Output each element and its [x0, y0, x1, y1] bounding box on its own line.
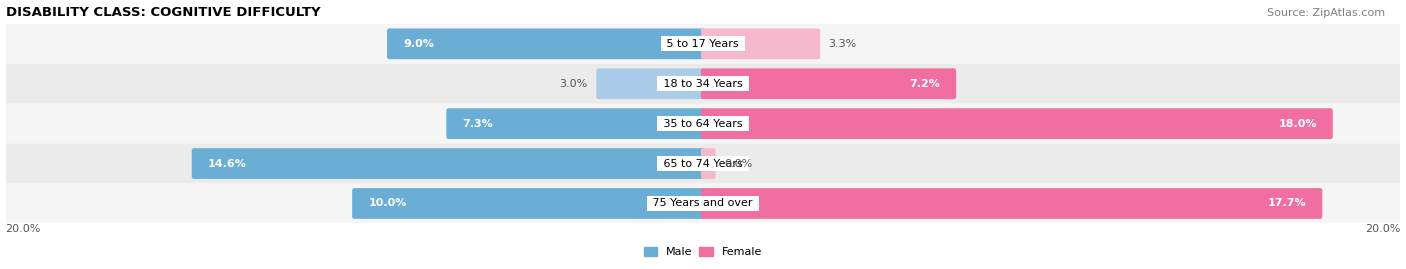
Text: 3.0%: 3.0% — [560, 79, 588, 89]
Text: 10.0%: 10.0% — [368, 199, 406, 208]
FancyBboxPatch shape — [446, 108, 704, 139]
FancyBboxPatch shape — [352, 188, 704, 219]
Text: 18 to 34 Years: 18 to 34 Years — [659, 79, 747, 89]
FancyBboxPatch shape — [6, 144, 1400, 183]
Text: DISABILITY CLASS: COGNITIVE DIFFICULTY: DISABILITY CLASS: COGNITIVE DIFFICULTY — [6, 6, 321, 19]
Legend: Male, Female: Male, Female — [640, 242, 766, 262]
Text: Source: ZipAtlas.com: Source: ZipAtlas.com — [1267, 8, 1385, 18]
Text: 14.6%: 14.6% — [208, 158, 246, 169]
FancyBboxPatch shape — [702, 108, 1333, 139]
Text: 35 to 64 Years: 35 to 64 Years — [659, 119, 747, 129]
FancyBboxPatch shape — [387, 29, 704, 59]
Text: 9.0%: 9.0% — [404, 39, 434, 49]
Text: 0.0%: 0.0% — [724, 158, 752, 169]
Text: 17.7%: 17.7% — [1268, 199, 1306, 208]
Text: 7.3%: 7.3% — [463, 119, 494, 129]
FancyBboxPatch shape — [702, 188, 1322, 219]
FancyBboxPatch shape — [191, 148, 704, 179]
FancyBboxPatch shape — [6, 104, 1400, 144]
Text: 75 Years and over: 75 Years and over — [650, 199, 756, 208]
Text: 3.3%: 3.3% — [828, 39, 856, 49]
Text: 5 to 17 Years: 5 to 17 Years — [664, 39, 742, 49]
Text: 20.0%: 20.0% — [6, 224, 41, 234]
Text: 65 to 74 Years: 65 to 74 Years — [659, 158, 747, 169]
FancyBboxPatch shape — [702, 29, 820, 59]
Text: 7.2%: 7.2% — [910, 79, 941, 89]
FancyBboxPatch shape — [702, 148, 716, 179]
FancyBboxPatch shape — [596, 68, 704, 99]
FancyBboxPatch shape — [6, 64, 1400, 104]
Text: 18.0%: 18.0% — [1278, 119, 1317, 129]
FancyBboxPatch shape — [6, 183, 1400, 224]
FancyBboxPatch shape — [702, 68, 956, 99]
Text: 20.0%: 20.0% — [1365, 224, 1400, 234]
FancyBboxPatch shape — [6, 24, 1400, 64]
